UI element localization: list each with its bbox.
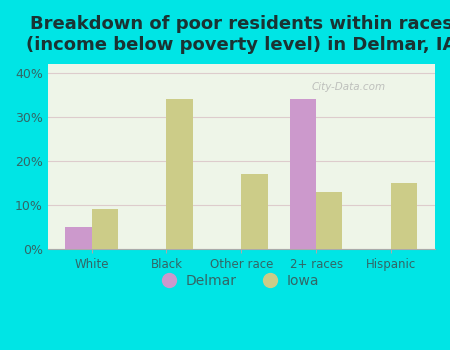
Bar <box>166 99 193 249</box>
Bar <box>290 99 316 249</box>
Legend: Delmar, Iowa: Delmar, Iowa <box>158 269 325 294</box>
Bar <box>391 183 418 249</box>
Bar <box>316 192 342 249</box>
Bar <box>91 209 118 249</box>
Title: Breakdown of poor residents within races
(income below poverty level) in Delmar,: Breakdown of poor residents within races… <box>26 15 450 54</box>
Text: City-Data.com: City-Data.com <box>311 82 385 92</box>
Bar <box>241 174 268 249</box>
Bar <box>65 227 91 249</box>
